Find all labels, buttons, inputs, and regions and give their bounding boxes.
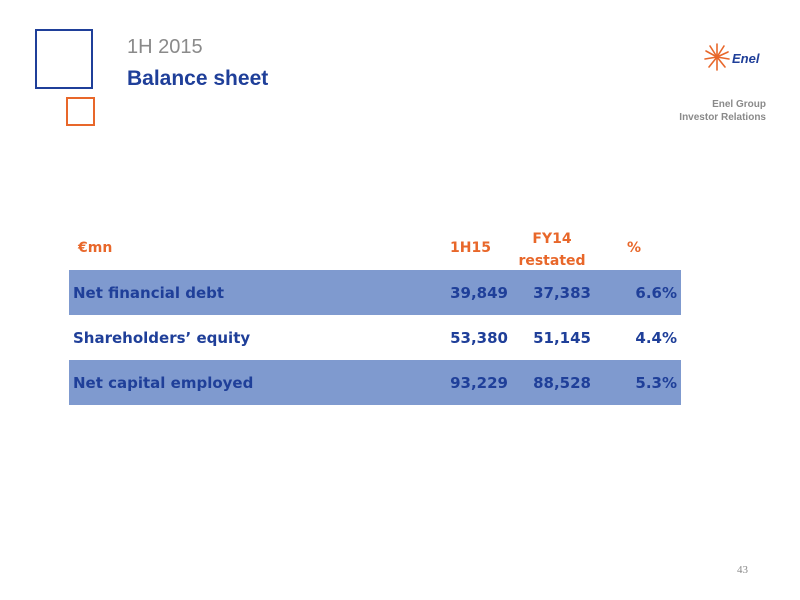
table-header: €mn 1H15 FY14 restated % [69, 228, 681, 270]
table-row: Shareholders’ equity 53,380 51,145 4.4% [69, 315, 681, 360]
header-fy14-restated: FY14 restated [512, 228, 592, 272]
enel-logo-mark [704, 43, 730, 71]
logo-wordmark: Enel [732, 51, 760, 66]
row-percent-value: 4.4% [635, 329, 677, 347]
row-fy14-value: 88,528 [533, 374, 591, 392]
row-1h15-value: 93,229 [450, 374, 508, 392]
header-1h15: 1H15 [450, 240, 491, 256]
decorative-square-orange [66, 97, 95, 126]
row-fy14-value: 51,145 [533, 329, 591, 347]
header-percent: % [627, 240, 642, 256]
slide-subtitle: 1H 2015 [127, 36, 203, 58]
row-percent-value: 6.6% [635, 284, 677, 302]
enel-logo: Enel [704, 40, 766, 76]
decorative-square-blue [35, 29, 93, 89]
header-fy14-line1: FY14 [532, 231, 572, 247]
row-percent-value: 5.3% [635, 374, 677, 392]
balance-sheet-table: €mn 1H15 FY14 restated % Net financial d… [69, 228, 681, 405]
slide-title: Balance sheet [127, 67, 269, 90]
page-number: 43 [737, 564, 748, 576]
table-row: Net financial debt 39,849 37,383 6.6% [69, 270, 681, 315]
row-1h15-value: 53,380 [450, 329, 508, 347]
header-unit: €mn [78, 240, 113, 256]
row-label: Shareholders’ equity [73, 329, 251, 347]
ir-department: Investor Relations [679, 112, 766, 123]
header-fy14-line2: restated [518, 253, 586, 269]
row-1h15-value: 39,849 [450, 284, 508, 302]
table-row: Net capital employed 93,229 88,528 5.3% [69, 360, 681, 405]
investor-relations-label: Enel Group Investor Relations [679, 98, 766, 124]
ir-group: Enel Group [712, 99, 766, 110]
row-label: Net financial debt [73, 284, 225, 302]
row-label: Net capital employed [73, 374, 254, 392]
row-fy14-value: 37,383 [533, 284, 591, 302]
